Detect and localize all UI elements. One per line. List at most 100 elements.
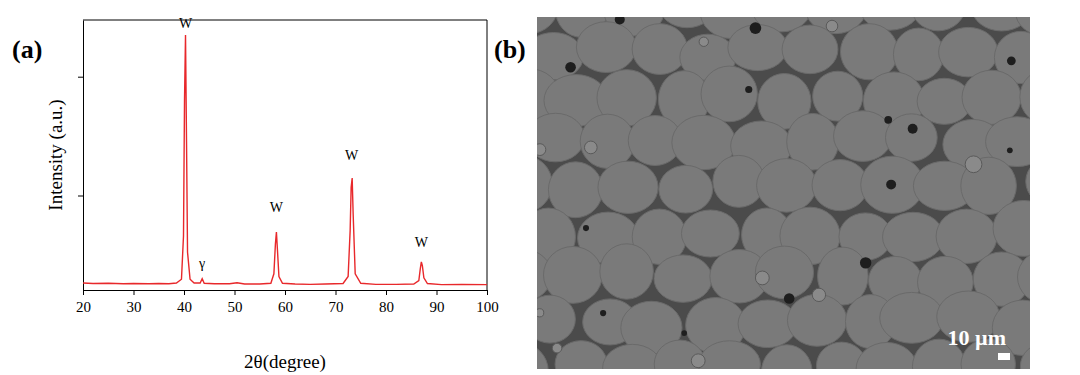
peak-annotation: W xyxy=(179,16,193,31)
x-tick-label: 100 xyxy=(476,299,499,315)
sem-grain xyxy=(580,114,634,168)
plot-frame-right xyxy=(487,20,488,290)
peak-annotation: W xyxy=(270,200,284,215)
x-tick-mark xyxy=(336,290,337,295)
x-tick: 80 xyxy=(379,290,394,315)
sem-grain xyxy=(659,165,713,213)
sem-grain xyxy=(681,210,739,257)
sem-pore xyxy=(583,225,589,231)
x-tick-label: 80 xyxy=(379,299,394,315)
x-tick-mark xyxy=(235,290,236,295)
y-axis xyxy=(78,21,84,291)
sem-grain xyxy=(761,345,812,369)
sem-grain xyxy=(555,341,607,369)
sem-pore xyxy=(600,310,606,316)
figure: 2030405060708090100WγWWW2θ(degree)Intens… xyxy=(0,0,1080,375)
sem-grain xyxy=(603,344,662,369)
sem-grain xyxy=(701,66,757,122)
sem-pore xyxy=(784,293,795,304)
sem-grain xyxy=(880,292,944,343)
sem-grain xyxy=(962,70,1021,124)
scale-bar xyxy=(998,353,1010,360)
x-tick-label: 50 xyxy=(228,299,243,315)
sem-particle xyxy=(826,20,838,32)
sem-grain xyxy=(782,25,838,74)
sem-grain xyxy=(755,246,813,299)
sem-grain xyxy=(537,295,575,343)
sem-grain xyxy=(654,255,712,302)
sem-particle xyxy=(965,156,982,173)
sem-grain xyxy=(654,340,705,369)
y-axis-line xyxy=(83,21,84,291)
sem-particle xyxy=(537,144,546,156)
sem-particle xyxy=(537,309,544,317)
sem-grain xyxy=(883,212,944,261)
sem-grain xyxy=(1017,250,1030,305)
x-tick: 100 xyxy=(476,290,499,315)
sem-particle xyxy=(699,37,708,46)
sem-grain xyxy=(834,111,893,162)
sem-pore xyxy=(860,257,871,268)
sem-matrix xyxy=(537,17,1030,369)
sem-grain xyxy=(537,17,559,34)
scale-bar-label: 10 µm xyxy=(947,325,1006,350)
x-tick-mark xyxy=(184,290,185,295)
sem-grain xyxy=(840,24,898,80)
plot-area xyxy=(83,35,487,284)
sem-pore xyxy=(745,86,752,93)
x-tick-mark xyxy=(437,290,438,295)
x-tick-mark xyxy=(487,290,488,295)
sem-pore xyxy=(886,180,896,190)
sem-pore xyxy=(884,116,892,124)
sem-grain xyxy=(1020,343,1030,369)
y-tick-mark xyxy=(78,196,83,197)
panel-label: (b) xyxy=(494,35,526,64)
sem-grain xyxy=(787,294,846,346)
sem-grain xyxy=(598,161,658,213)
x-tick: 30 xyxy=(127,290,142,315)
sem-grain xyxy=(939,27,998,77)
sem-particle xyxy=(812,288,825,301)
sem-grain xyxy=(632,24,687,75)
sem-particle xyxy=(691,354,705,368)
x-tick-label: 20 xyxy=(76,299,91,315)
x-tick: 90 xyxy=(430,290,445,315)
sem-particle xyxy=(552,343,562,353)
panel-label: (a) xyxy=(12,35,42,64)
peak-annotation: W xyxy=(415,235,429,250)
sem-grain xyxy=(886,114,938,161)
x-tick: 60 xyxy=(278,290,293,315)
sem-grain xyxy=(537,113,585,162)
sem-grain xyxy=(757,159,817,213)
sem-pore xyxy=(1007,147,1013,153)
sem-image xyxy=(537,17,1030,369)
sem-grain xyxy=(1026,156,1030,207)
x-tick-mark xyxy=(386,290,387,295)
sem-particle xyxy=(755,271,769,285)
plot-frame-top xyxy=(83,20,487,21)
y-axis-title: Intensity (a.u.) xyxy=(45,99,67,210)
x-tick-label: 60 xyxy=(278,299,293,315)
sem-pore xyxy=(565,62,576,73)
sem-pore xyxy=(908,124,918,134)
sem-particle xyxy=(584,141,597,154)
x-axis-title: 2θ(degree) xyxy=(244,351,326,373)
x-tick-mark xyxy=(285,290,286,295)
x-tick-label: 70 xyxy=(329,299,344,315)
x-tick: 50 xyxy=(228,290,243,315)
sem-pore xyxy=(681,330,687,336)
peak-annotation: γ xyxy=(198,256,205,271)
y-tick xyxy=(78,77,83,78)
x-tick-mark xyxy=(134,290,135,295)
sem-grain xyxy=(600,244,654,299)
sem-pore xyxy=(615,17,625,25)
sem-grain xyxy=(856,342,917,369)
x-tick-mark xyxy=(83,290,84,295)
x-tick: 20 xyxy=(76,290,91,315)
sem-grain xyxy=(576,22,636,73)
sem-grain xyxy=(537,343,548,369)
sem-grain xyxy=(812,160,868,211)
sem-pore xyxy=(750,22,762,34)
sem-grain xyxy=(699,341,761,369)
peak-annotation: W xyxy=(345,148,359,163)
